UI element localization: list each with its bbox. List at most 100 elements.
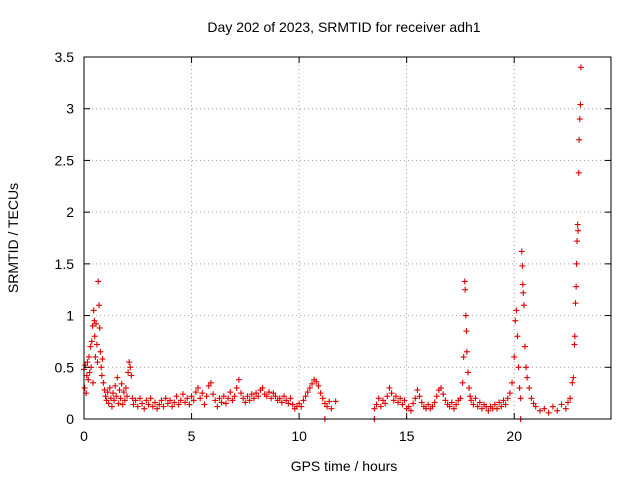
data-point [379, 397, 386, 404]
data-point [199, 390, 206, 397]
data-point [145, 401, 152, 408]
data-point [466, 384, 473, 391]
data-point [567, 395, 574, 402]
data-point [478, 405, 485, 412]
x-tick-label: 20 [506, 428, 522, 444]
data-point [169, 403, 176, 410]
data-point [84, 359, 91, 366]
data-point [96, 324, 103, 331]
data-point [265, 389, 272, 396]
data-point [102, 393, 109, 400]
data-point [296, 400, 303, 407]
data-point [319, 395, 326, 402]
data-point [207, 379, 214, 386]
data-point [210, 391, 217, 398]
data-point [106, 384, 113, 391]
data-point [405, 403, 412, 410]
data-point [147, 395, 154, 402]
data-point [558, 401, 565, 408]
data-point [235, 376, 242, 383]
data-point [115, 400, 122, 407]
data-point [112, 382, 119, 389]
data-point [519, 281, 526, 288]
data-point [433, 393, 440, 400]
data-point [225, 395, 232, 402]
data-point [575, 227, 582, 234]
data-point [86, 369, 93, 376]
data-point [101, 387, 108, 394]
data-point [407, 407, 414, 414]
y-tick-label: 1 [66, 308, 74, 324]
data-point [399, 401, 406, 408]
x-tick-label: 10 [291, 428, 307, 444]
data-point [448, 399, 455, 406]
data-point [255, 393, 262, 400]
y-tick-label: 2 [66, 204, 74, 220]
data-point [244, 393, 251, 400]
y-tick-label: 3 [66, 101, 74, 117]
data-point [468, 397, 475, 404]
data-point [127, 364, 134, 371]
data-point [167, 397, 174, 404]
data-point [438, 384, 445, 391]
data-point [229, 397, 236, 404]
data-point [90, 379, 97, 386]
data-point [570, 374, 577, 381]
data-point [462, 286, 469, 293]
data-point [549, 403, 556, 410]
data-point [463, 328, 470, 335]
data-point [541, 405, 548, 412]
data-point [128, 372, 135, 379]
data-point [197, 395, 204, 402]
data-point [530, 400, 537, 407]
data-point [139, 400, 146, 407]
data-point [502, 401, 509, 408]
data-point [93, 341, 100, 348]
data-point [242, 399, 249, 406]
data-point [464, 369, 471, 376]
data-point [99, 356, 106, 363]
data-point [304, 389, 311, 396]
x-axis: 0 5 10 15 20 [80, 57, 522, 444]
data-point [520, 302, 527, 309]
data-point [263, 393, 270, 400]
data-point [545, 409, 552, 416]
data-point [431, 399, 438, 406]
y-tick-label: 0 [66, 411, 74, 427]
data-point [496, 399, 503, 406]
data-point [190, 397, 197, 404]
data-point [313, 378, 320, 385]
data-point [554, 407, 561, 414]
data-point [85, 353, 92, 360]
data-point [375, 395, 382, 402]
data-point [268, 395, 275, 402]
y-tick-label: 3.5 [55, 49, 75, 65]
data-point [321, 400, 328, 407]
data-point [218, 399, 225, 406]
data-point [520, 289, 527, 296]
data-point [125, 369, 132, 376]
data-point [95, 278, 102, 285]
data-point [390, 397, 397, 404]
data-point [98, 364, 105, 371]
data-point [574, 238, 581, 245]
y-axis: 0 0.5 1 1.5 2 2.5 3 3.5 [55, 49, 611, 427]
data-point [156, 401, 163, 408]
data-point [222, 400, 229, 407]
data-point [459, 379, 466, 386]
data-point [429, 403, 436, 410]
data-point [463, 348, 470, 355]
data-point [384, 393, 391, 400]
data-point [576, 116, 583, 123]
data-point [177, 397, 184, 404]
data-point [388, 390, 395, 397]
data-point [83, 372, 90, 379]
data-point [104, 389, 111, 396]
data-point [201, 401, 208, 408]
data-point [470, 401, 477, 408]
data-point [416, 393, 423, 400]
data-point [160, 403, 167, 410]
data-point [91, 317, 98, 324]
data-point [324, 403, 331, 410]
data-point [248, 391, 255, 398]
